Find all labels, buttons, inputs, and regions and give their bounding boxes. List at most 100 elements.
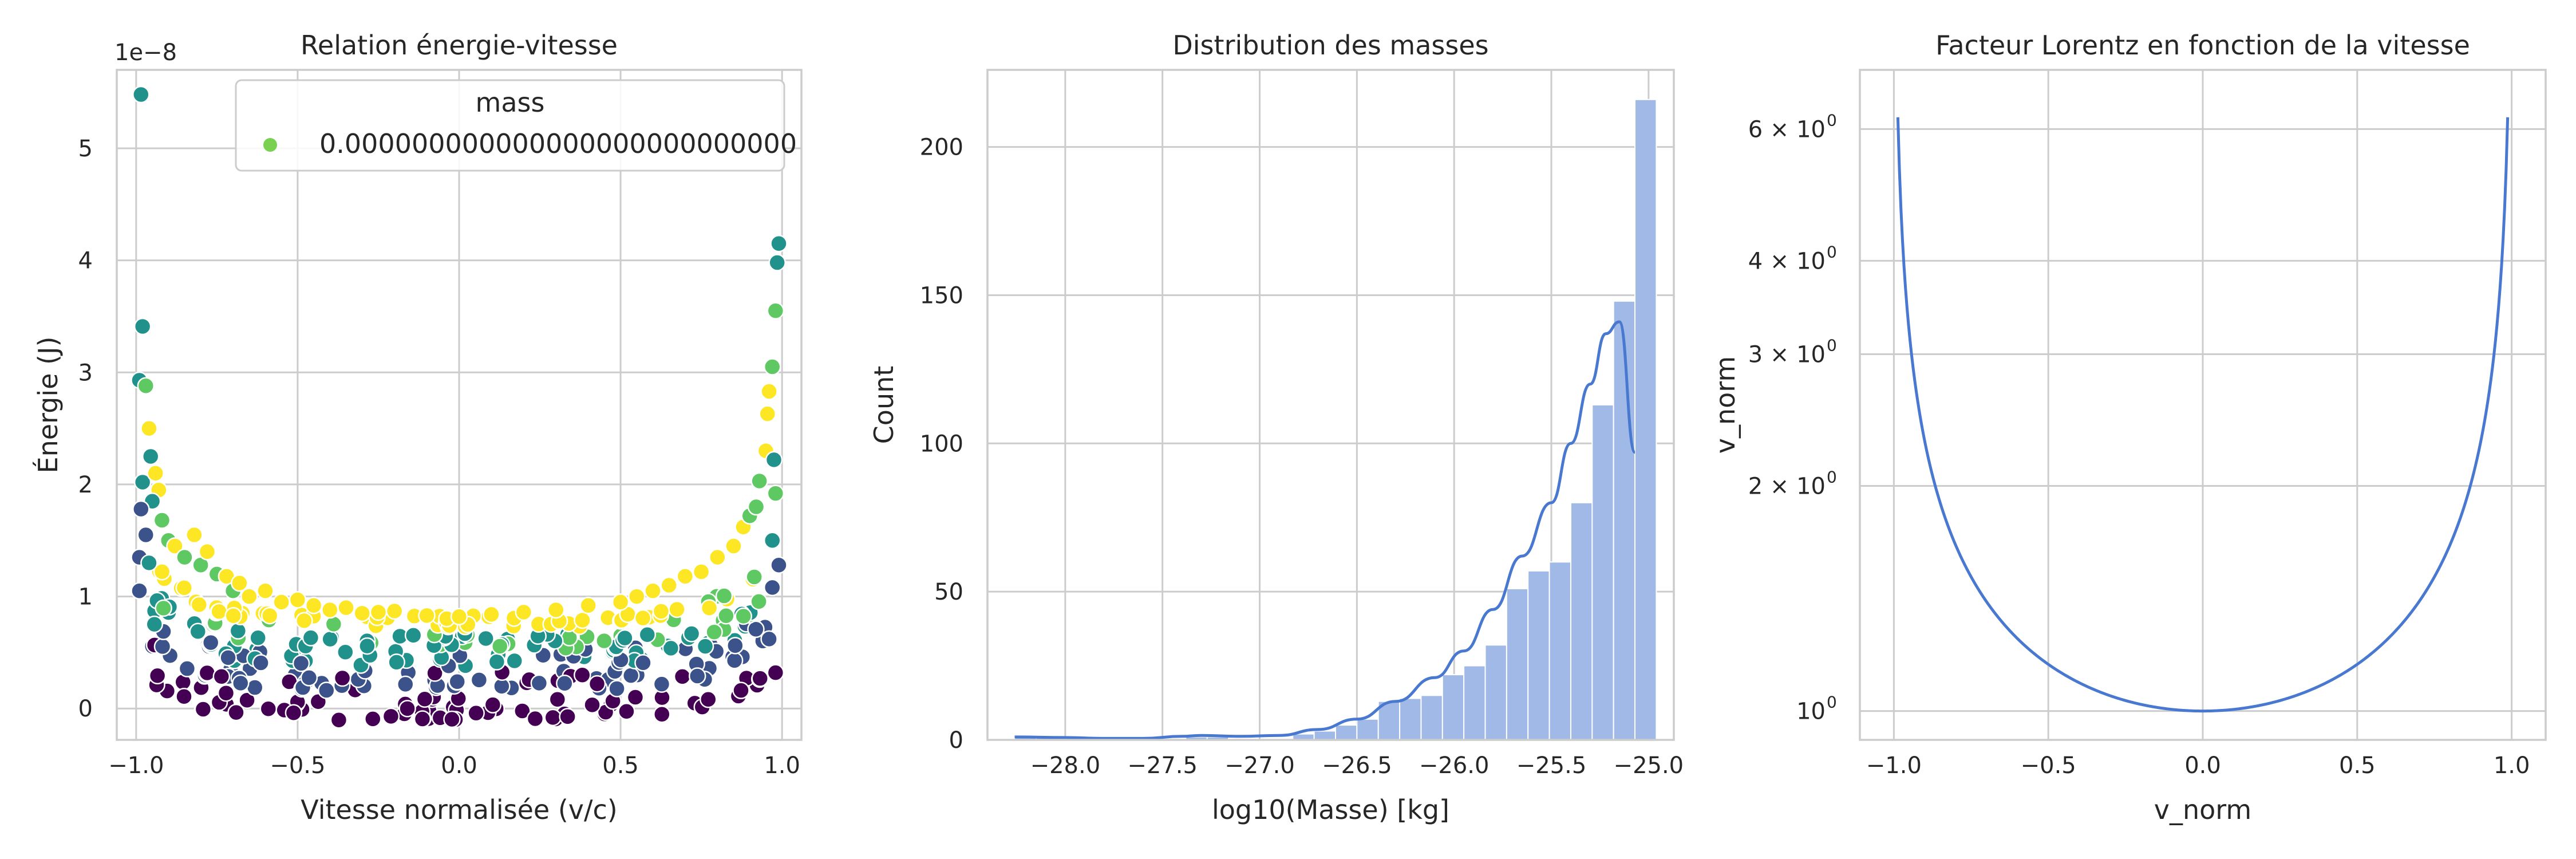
data-point — [579, 596, 597, 614]
data-point — [166, 537, 184, 555]
data-point — [210, 602, 228, 621]
data-point — [751, 669, 769, 687]
data-point — [763, 358, 781, 376]
data-point — [725, 537, 742, 555]
y-tick-label: 5 — [78, 136, 93, 162]
y-tick-label: 6 × 10 — [1748, 116, 1826, 143]
histogram-bar — [1463, 665, 1486, 740]
data-point — [763, 578, 781, 597]
x-axis-label: Vitesse normalisée (v/c) — [301, 794, 617, 825]
data-point — [388, 653, 405, 671]
x-tick-label: −28.0 — [1030, 752, 1101, 779]
data-point — [385, 602, 404, 620]
y-tick-label: 10 — [1796, 699, 1826, 725]
data-point — [252, 654, 270, 672]
data-point — [574, 666, 591, 684]
legend-title: mass — [476, 87, 545, 118]
histogram-bar — [1441, 674, 1465, 741]
histogram-bar — [1527, 570, 1550, 740]
data-point — [256, 582, 274, 600]
data-point — [231, 674, 250, 692]
data-point — [246, 679, 264, 696]
data-point — [644, 582, 662, 600]
data-point — [515, 603, 533, 621]
data-point — [692, 563, 710, 581]
histogram-bar — [1613, 300, 1636, 740]
data-point — [700, 599, 718, 617]
y-tick-label: 4 × 10 — [1748, 248, 1826, 274]
histogram-bar — [1548, 561, 1571, 741]
data-point — [765, 451, 783, 469]
data-point — [175, 687, 193, 706]
data-point — [626, 688, 645, 706]
y-tick-label: 150 — [920, 282, 963, 309]
data-point — [238, 691, 256, 709]
data-point — [768, 254, 786, 271]
histogram-bar — [1334, 724, 1358, 740]
data-point — [770, 556, 788, 574]
data-point — [289, 591, 307, 609]
data-point — [484, 696, 502, 714]
data-point — [137, 526, 155, 544]
data-point — [595, 632, 613, 650]
data-point — [488, 653, 506, 671]
data-point — [505, 652, 524, 670]
histogram-bar — [1506, 588, 1529, 741]
data-point — [131, 582, 148, 600]
y-tick-label: 1 — [78, 584, 93, 610]
data-point — [491, 637, 509, 655]
data-point — [726, 637, 744, 655]
data-point — [369, 603, 388, 621]
data-point — [194, 700, 212, 718]
chart-title: Distribution des masses — [1172, 30, 1488, 61]
data-point — [337, 598, 355, 617]
data-point — [547, 601, 565, 619]
data-point — [398, 700, 416, 718]
y-tick-label: 50 — [934, 579, 963, 605]
data-point — [767, 484, 785, 502]
data-point — [321, 601, 339, 619]
data-point — [467, 704, 485, 722]
data-point — [559, 708, 576, 726]
kde-line — [1014, 320, 1637, 740]
data-point — [198, 543, 216, 561]
chart-title: Facteur Lorentz en fonction de la vitess… — [1935, 30, 2470, 61]
data-point — [750, 472, 768, 490]
data-point — [295, 612, 313, 630]
y-tick-label: 100 — [920, 431, 963, 457]
data-point — [318, 681, 335, 699]
data-point — [305, 596, 323, 614]
data-point — [178, 660, 196, 677]
data-point — [556, 674, 574, 692]
data-point — [224, 607, 242, 625]
data-point — [260, 606, 279, 625]
data-point — [198, 664, 216, 682]
x-tick-label: −1.0 — [108, 752, 164, 779]
data-point — [190, 596, 208, 614]
data-point — [734, 607, 753, 625]
data-point — [145, 615, 163, 633]
data-point — [337, 643, 354, 661]
data-point — [616, 629, 634, 647]
data-point — [418, 606, 436, 625]
data-point — [240, 588, 258, 605]
data-point — [175, 579, 193, 597]
plot-frame — [1859, 69, 2547, 741]
data-point — [229, 622, 247, 640]
y-axis-label: v_norm — [1710, 356, 1741, 454]
data-point — [638, 625, 657, 644]
x-axis-label: log10(Masse) [kg] — [1212, 794, 1449, 825]
data-point — [673, 668, 692, 685]
energy-velocity-chart: −1.0 −0.5 0.0 0.5 1.0 0 1 2 3 4 5 Relation énergie-… — [33, 30, 803, 825]
data-point — [662, 639, 680, 657]
data-point — [588, 675, 606, 693]
x-tick-label: −0.5 — [270, 752, 325, 779]
data-point — [185, 526, 203, 544]
data-point — [153, 563, 171, 581]
data-point — [530, 674, 548, 692]
lorentz-factor-chart: −1.0 −0.5 0.0 0.5 1.010 02 × 10 03 × 10 04 × 10… — [1710, 30, 2547, 825]
x-tick-label: −25.5 — [1516, 752, 1587, 779]
data-point — [133, 473, 152, 491]
histogram-bar — [1634, 98, 1657, 741]
data-point — [132, 500, 150, 518]
